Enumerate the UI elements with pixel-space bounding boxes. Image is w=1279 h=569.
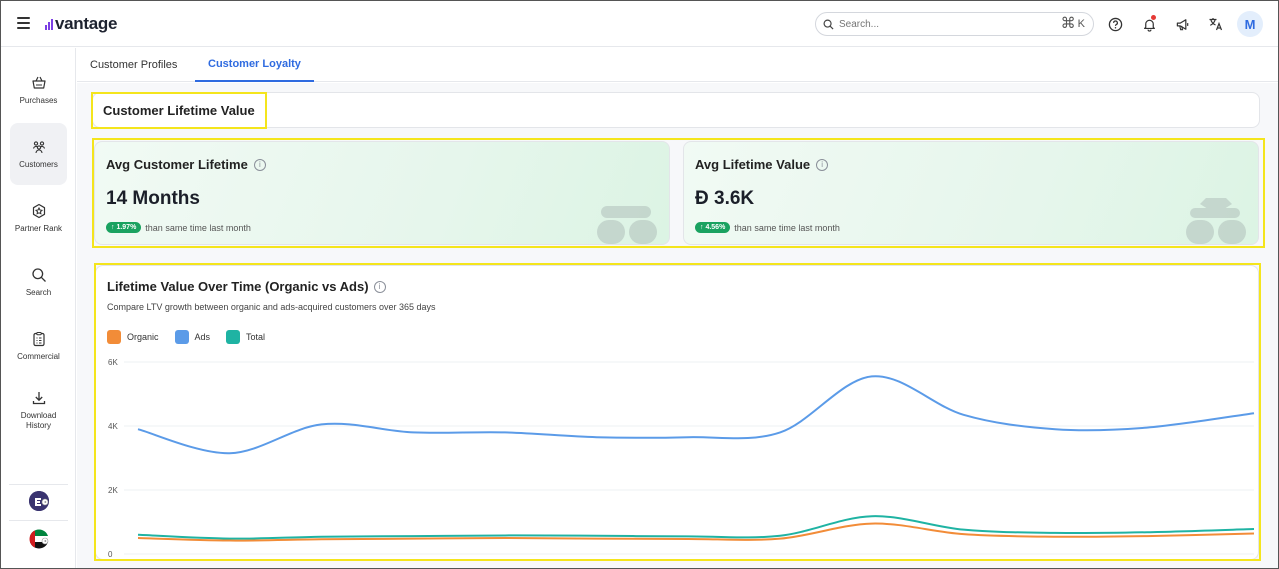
trend-badge: ↑ 4.56% (695, 222, 731, 233)
kpi-trend: ↑ 4.56% than same time last month (695, 222, 840, 233)
kpi-value: Đ 3.6K (695, 188, 755, 209)
highlight-box (92, 138, 1265, 248)
kpi-trend: ↑ 1.97% than same time last month (106, 222, 251, 233)
sidebar-item-purchases[interactable]: Purchases (10, 59, 67, 121)
help-button[interactable] (1103, 12, 1127, 36)
info-icon[interactable]: i (373, 280, 386, 293)
coins-decoration-icon (597, 206, 657, 244)
chart-title-text: Lifetime Value Over Time (Organic vs Ads… (107, 279, 369, 294)
y-tick-label: 2K (108, 486, 118, 495)
diamond-coins-decoration-icon (1186, 198, 1246, 244)
tab-bar: Customer Profiles Customer Loyalty (77, 48, 1278, 82)
kpi-card-lifetime-value: Avg Lifetime Value i Đ 3.6K ↑ 4.56% than… (683, 141, 1259, 245)
tab-customer-loyalty[interactable]: Customer Loyalty (195, 48, 314, 82)
logo[interactable]: vantage (45, 13, 117, 35)
top-bar: vantage ⌘ K M (1, 1, 1278, 47)
legend-label: Total (246, 332, 266, 342)
highlight-box (91, 92, 267, 129)
notification-dot (1151, 15, 1156, 20)
legend-item-total[interactable]: Total (226, 330, 265, 344)
notifications-button[interactable] (1137, 12, 1161, 36)
chart-legend: Organic Ads Total (107, 330, 265, 344)
users-icon (32, 140, 45, 153)
sidebar-item-label: Customers (19, 159, 58, 169)
sidebar-item-partner-rank[interactable]: Partner Rank (10, 187, 67, 249)
y-tick-label: 4K (108, 422, 118, 431)
sidebar-item-label: Purchases (19, 95, 58, 105)
chart-title: Lifetime Value Over Time (Organic vs Ads… (107, 279, 386, 294)
sidebar-item-customers[interactable]: Customers (10, 123, 67, 185)
clipboard-icon (32, 331, 45, 346)
kpi-title-text: Avg Lifetime Value (695, 157, 811, 172)
kpi-value: 14 Months (106, 188, 200, 209)
series-line-total[interactable] (137, 515, 1255, 540)
ltv-chart-card: Lifetime Value Over Time (Organic vs Ads… (95, 265, 1259, 560)
line-chart: 0 2K 4K 6K (108, 358, 1255, 559)
menu-icon[interactable] (17, 17, 30, 29)
download-icon (32, 391, 45, 404)
trend-badge: ↑ 1.97% (106, 222, 142, 233)
help-icon (1108, 17, 1122, 31)
kpi-title: Avg Customer Lifetime i (106, 157, 266, 172)
command-key-icon: ⌘ (1060, 15, 1076, 32)
sidebar-divider (9, 520, 68, 521)
badge-icon (32, 203, 45, 218)
translate-button[interactable] (1204, 12, 1228, 36)
info-icon[interactable]: i (816, 158, 829, 171)
logo-bars-icon (45, 18, 53, 30)
uae-flag-icon (29, 529, 49, 549)
sidebar-item-label: Search (25, 287, 52, 297)
section-header: Customer Lifetime Value (92, 92, 1260, 128)
search-input[interactable] (839, 18, 1039, 30)
sidebar-item-search[interactable]: Search (10, 251, 67, 313)
sidebar-item-commercial[interactable]: Commercial (10, 315, 67, 377)
bell-icon (1143, 19, 1155, 32)
workspace-logo-icon (29, 491, 49, 511)
trend-note: than same time last month (145, 222, 251, 233)
info-icon[interactable]: i (253, 158, 266, 171)
chart-subtitle: Compare LTV growth between organic and a… (107, 302, 436, 312)
search-shortcut: ⌘ K (1061, 16, 1085, 32)
kpi-title-text: Avg Customer Lifetime (106, 157, 248, 172)
megaphone-icon (1176, 18, 1189, 30)
kpi-title: Avg Lifetime Value i (695, 157, 829, 172)
y-tick-label: 6K (108, 358, 118, 367)
tab-customer-profiles[interactable]: Customer Profiles (90, 59, 178, 71)
legend-swatch (107, 330, 121, 344)
y-tick-label: 0 (108, 550, 113, 559)
sidebar-item-label: Commercial (17, 351, 60, 361)
series-line-ads[interactable] (137, 375, 1255, 455)
search-icon (31, 267, 46, 282)
legend-swatch (174, 330, 189, 344)
legend-label: Organic (127, 332, 159, 342)
sidebar-item-label: Download History (20, 410, 57, 430)
sidebar-divider (9, 484, 68, 485)
search-box[interactable]: ⌘ K (815, 12, 1094, 36)
user-avatar[interactable]: M (1237, 11, 1263, 37)
kpi-card-customer-lifetime: Avg Customer Lifetime i 14 Months ↑ 1.97… (94, 141, 670, 245)
series-line-organic[interactable] (137, 522, 1255, 542)
section-title: Customer Lifetime Value (103, 103, 255, 118)
legend-swatch (226, 330, 241, 344)
legend-item-ads[interactable]: Ads (174, 330, 211, 344)
legend-label: Ads (194, 332, 211, 342)
shortcut-key: K (1077, 18, 1085, 30)
logo-text: vantage (55, 14, 118, 33)
search-icon (823, 19, 834, 30)
basket-icon (31, 76, 46, 89)
sidebar-item-label: Partner Rank (14, 223, 63, 233)
sidebar: Purchases Customers Partner Rank Search … (1, 48, 76, 568)
sidebar-item-download-history[interactable]: Download History (10, 379, 67, 441)
workspace-switcher[interactable] (29, 491, 49, 511)
highlight-box (94, 263, 1261, 561)
legend-item-organic[interactable]: Organic (107, 330, 159, 344)
translate-icon (1209, 18, 1223, 31)
region-switcher[interactable] (29, 529, 49, 549)
announcements-button[interactable] (1171, 12, 1195, 36)
trend-note: than same time last month (734, 222, 840, 233)
